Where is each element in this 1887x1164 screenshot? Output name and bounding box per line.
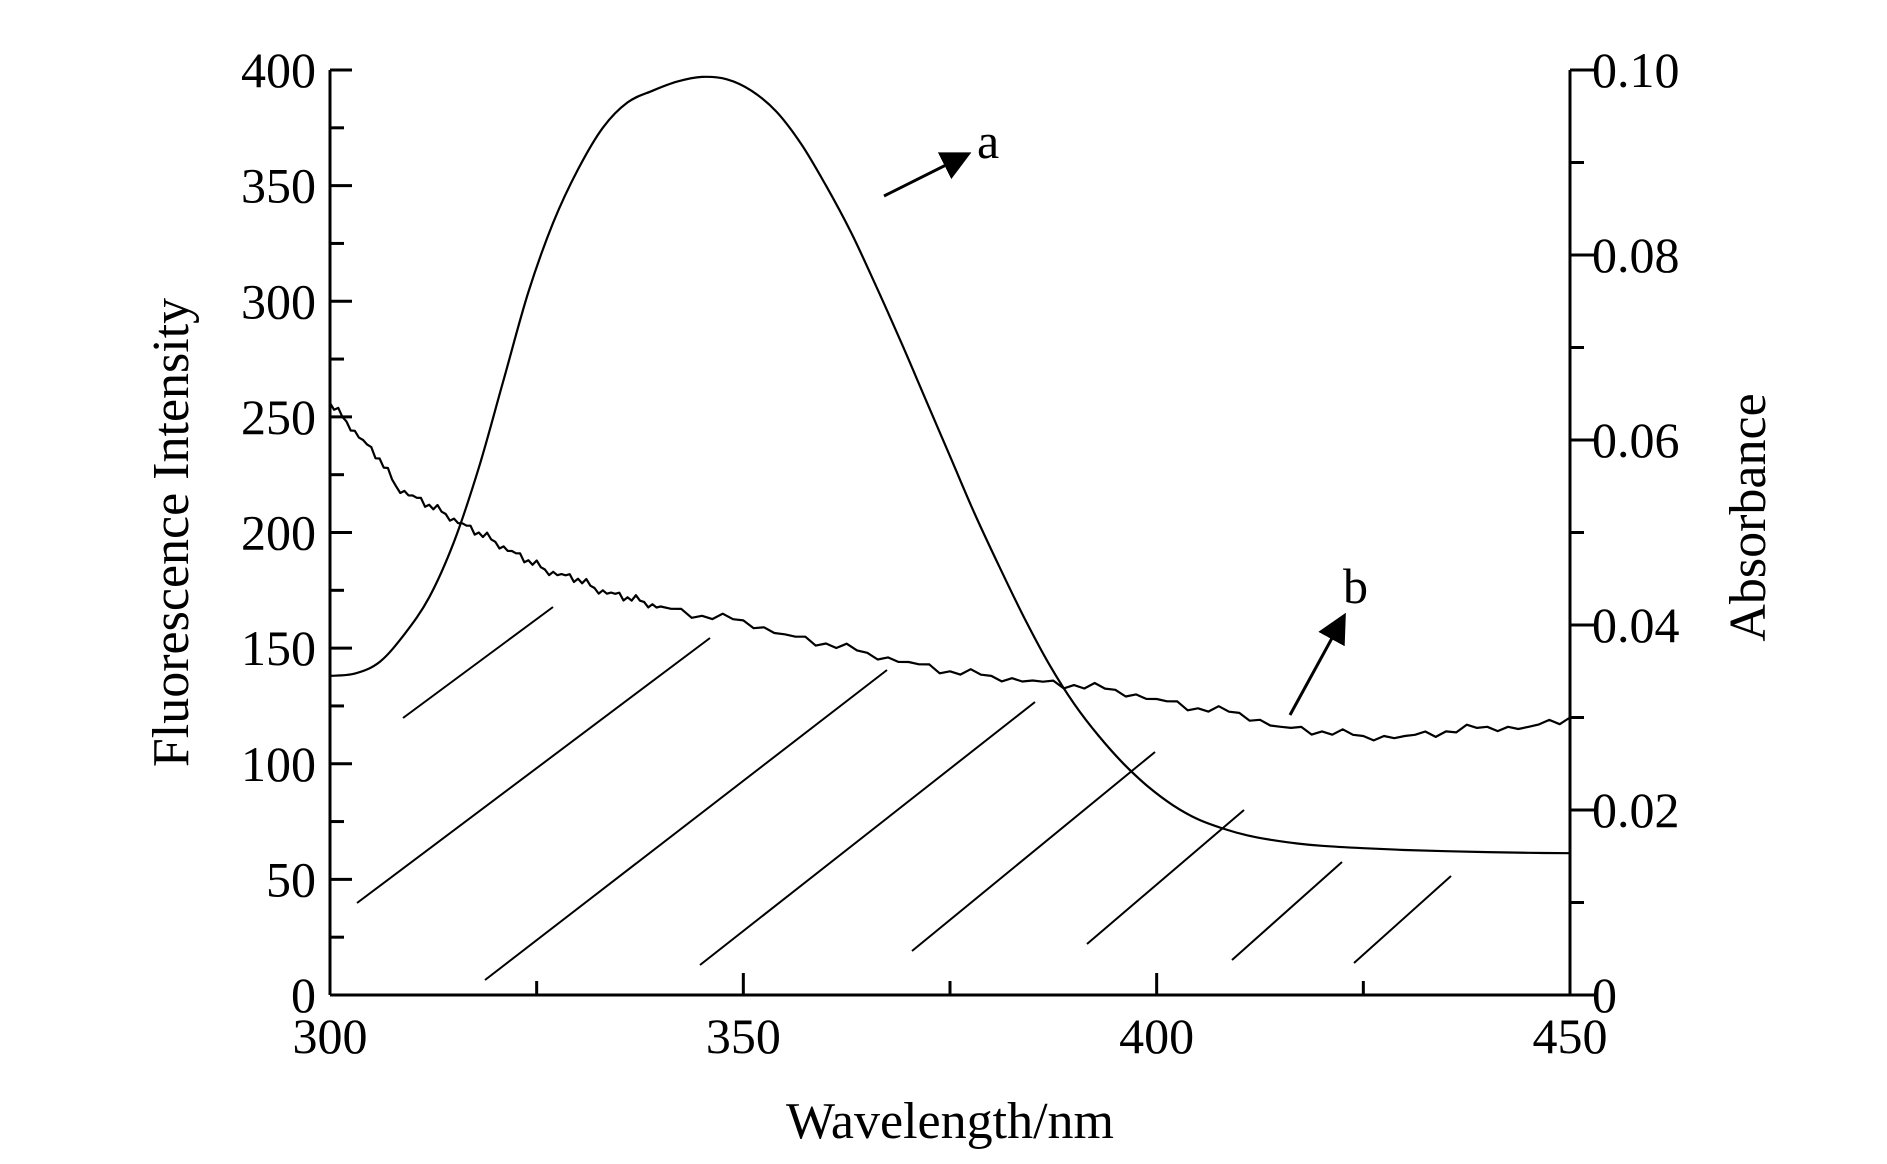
y-right-tick-label: 0.10 <box>1592 42 1680 98</box>
y-right-tick-label: 0.08 <box>1592 227 1680 283</box>
hatch-line <box>402 606 554 719</box>
y-left-tick-label: 0 <box>291 967 316 1023</box>
y-left-tick-label: 350 <box>241 158 316 214</box>
y-right-tick-label: 0 <box>1592 967 1617 1023</box>
hatching-region <box>356 606 1452 981</box>
y-left-tick-label: 100 <box>241 736 316 792</box>
hatch-line <box>1353 875 1452 964</box>
hatch-line <box>1086 809 1245 945</box>
y-left-tick-label: 200 <box>241 505 316 561</box>
y-right-axis-title: Absorbance <box>1720 393 1777 641</box>
y-left-tick-label: 50 <box>266 851 316 907</box>
y-left-tick-label: 150 <box>241 620 316 676</box>
hatch-line <box>911 751 1156 952</box>
axes: 300 350 400 45005010015020025030035040000.0… <box>241 42 1680 1064</box>
hatch-line <box>699 701 1036 966</box>
x-tick-label: 400 <box>1119 1008 1194 1064</box>
y-left-tick-label: 250 <box>241 389 316 445</box>
series-a-annotation-label: a <box>977 113 999 169</box>
y-right-tick-label: 0.04 <box>1592 597 1680 653</box>
series-b-annotation-label: b <box>1343 558 1368 614</box>
hatch-line <box>356 637 711 904</box>
y-left-axis-title: Fluorescence Intensity <box>143 298 200 767</box>
hatch-line <box>484 669 888 981</box>
series-a-line <box>329 75 1571 855</box>
x-tick-label: 300 <box>293 1008 368 1064</box>
y-right-tick-label: 0.02 <box>1592 782 1680 838</box>
y-right-tick-label: 0.06 <box>1592 412 1680 468</box>
series-a-arrow <box>883 152 972 198</box>
x-tick-label: 450 <box>1533 1008 1608 1064</box>
y-left-tick-label: 400 <box>241 42 316 98</box>
series-b-arrow <box>1288 612 1346 716</box>
x-tick-label: 350 <box>706 1008 781 1064</box>
series-b-line <box>329 402 1571 742</box>
labels: Wavelength/nm Fluorescence Intensity Abs… <box>143 113 1777 1150</box>
hatch-line <box>1231 861 1343 961</box>
series-layer <box>329 75 1571 855</box>
x-axis-title: Wavelength/nm <box>786 1093 1114 1150</box>
y-left-tick-label: 300 <box>241 273 316 329</box>
